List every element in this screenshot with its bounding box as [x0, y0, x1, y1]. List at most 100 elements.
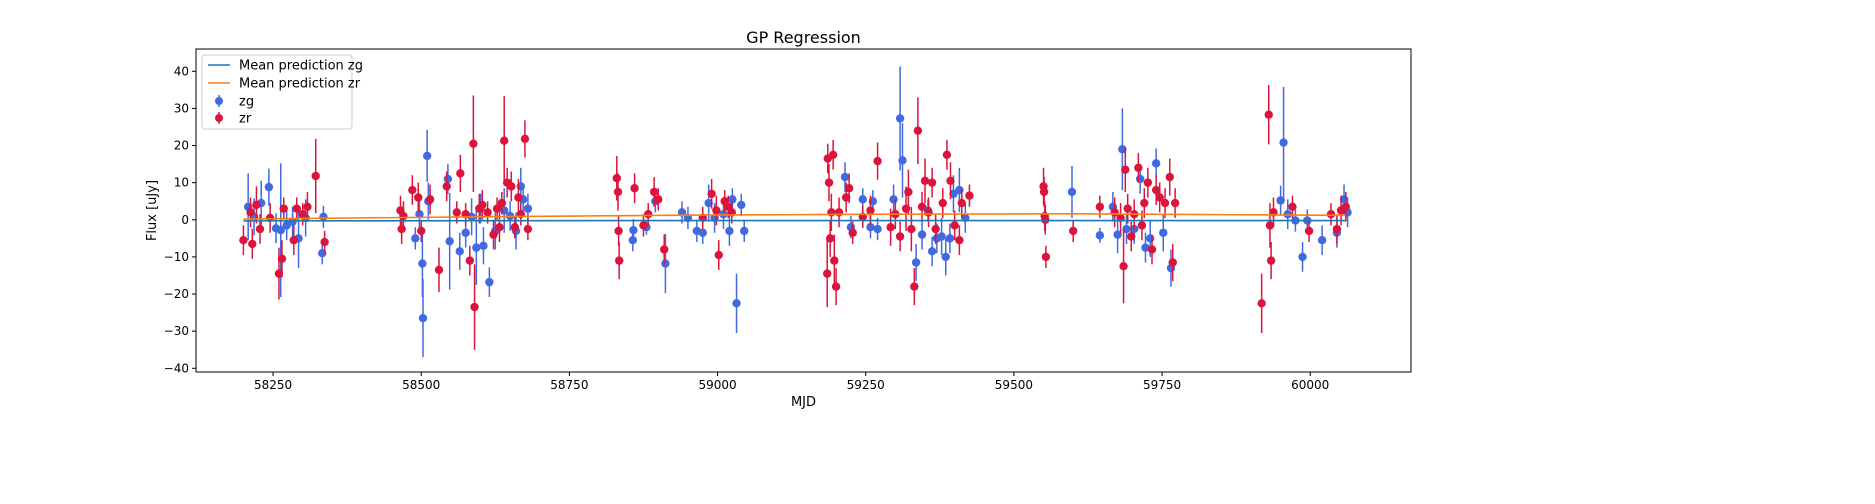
zg-data-point — [740, 227, 748, 235]
zr-data-point — [495, 223, 503, 231]
zr-data-point — [1152, 186, 1160, 194]
zg-data-point — [472, 243, 480, 251]
zg-data-point — [841, 173, 849, 181]
zr-data-point — [614, 188, 622, 196]
zg-data-point — [265, 183, 273, 191]
y-tick-label: 30 — [174, 101, 189, 115]
zr-data-point — [408, 186, 416, 194]
zr-data-point — [483, 208, 491, 216]
zg-data-point — [1096, 231, 1104, 239]
zr-data-point — [902, 204, 910, 212]
zr-data-point — [443, 182, 451, 190]
legend-dot — [215, 114, 223, 122]
x-tick-label: 59500 — [995, 378, 1033, 392]
zr-data-point — [1148, 245, 1156, 253]
zg-data-point — [732, 299, 740, 307]
zg-data-point — [629, 226, 637, 234]
zg-data-point — [445, 237, 453, 245]
y-tick-label: 0 — [181, 213, 189, 227]
zg-data-point — [1159, 229, 1167, 237]
zr-data-point — [826, 234, 834, 242]
x-tick-label: 58500 — [402, 378, 440, 392]
zr-data-point — [426, 195, 434, 203]
zr-data-point — [1140, 199, 1148, 207]
zr-data-point — [910, 282, 918, 290]
zr-data-point — [904, 188, 912, 196]
zr-data-point — [615, 256, 623, 264]
zr-data-point — [478, 201, 486, 209]
zg-data-point — [319, 213, 327, 221]
zg-data-point — [1152, 159, 1160, 167]
zr-data-point — [280, 204, 288, 212]
zr-data-point — [943, 151, 951, 159]
zr-data-point — [1127, 232, 1135, 240]
zr-data-point — [873, 157, 881, 165]
legend-label-mean-zr: Mean prediction zr — [239, 77, 361, 92]
zr-data-point — [303, 203, 311, 211]
zg-data-point — [1298, 253, 1306, 261]
zr-data-point — [630, 184, 638, 192]
zr-data-point — [825, 178, 833, 186]
y-axis-label: Flux [uJy] — [145, 180, 160, 241]
zr-data-point — [712, 206, 720, 214]
zr-data-point — [707, 190, 715, 198]
zg-data-point — [942, 253, 950, 261]
zr-data-point — [1069, 227, 1077, 235]
x-tick-label: 60000 — [1291, 378, 1329, 392]
zg-data-point — [661, 259, 669, 267]
zr-data-point — [830, 256, 838, 264]
x-tick-label: 59250 — [847, 378, 885, 392]
zr-data-point — [466, 256, 474, 264]
zr-data-point — [256, 225, 264, 233]
zr-data-point — [1096, 203, 1104, 211]
zr-data-point — [1266, 221, 1274, 229]
legend-dot — [215, 97, 223, 105]
zg-data-point — [629, 236, 637, 244]
zg-data-point — [937, 232, 945, 240]
zr-data-point — [823, 269, 831, 277]
zr-data-point — [613, 174, 621, 182]
zr-data-point — [511, 223, 519, 231]
zg-data-point — [918, 230, 926, 238]
zg-data-point — [946, 234, 954, 242]
zg-data-point — [524, 204, 532, 212]
zr-data-point — [320, 238, 328, 246]
x-tick-label: 59000 — [698, 378, 736, 392]
chart-title: GP Regression — [746, 28, 861, 47]
zg-data-point — [411, 234, 419, 242]
zg-data-point — [418, 259, 426, 267]
zr-data-point — [489, 230, 497, 238]
zr-data-point — [896, 232, 904, 240]
zr-data-point — [886, 223, 894, 231]
zg-data-point — [912, 258, 920, 266]
zr-data-point — [639, 221, 647, 229]
zg-data-point — [898, 156, 906, 164]
zr-data-point — [275, 269, 283, 277]
zr-data-point — [298, 210, 306, 218]
zr-data-point — [829, 151, 837, 159]
zg-data-point — [485, 278, 493, 286]
zr-data-point — [514, 193, 522, 201]
zr-data-point — [835, 208, 843, 216]
zr-data-point — [456, 169, 464, 177]
zr-data-point — [1169, 258, 1177, 266]
zr-data-point — [290, 236, 298, 244]
zr-data-point — [827, 208, 835, 216]
zr-data-point — [246, 208, 254, 216]
zr-data-point — [524, 225, 532, 233]
zr-data-point — [239, 236, 247, 244]
zg-data-point — [444, 175, 452, 183]
zr-data-point — [1040, 188, 1048, 196]
zr-data-point — [470, 303, 478, 311]
zr-data-point — [469, 139, 477, 147]
zr-data-point — [965, 191, 973, 199]
zg-data-point — [725, 227, 733, 235]
zr-data-point — [1267, 256, 1275, 264]
zr-data-point — [842, 193, 850, 201]
zr-data-point — [832, 282, 840, 290]
zr-data-point — [397, 225, 405, 233]
zr-data-point — [918, 203, 926, 211]
zr-data-point — [1288, 203, 1296, 211]
zr-data-point — [1171, 199, 1179, 207]
y-tick-label: −20 — [164, 287, 189, 301]
